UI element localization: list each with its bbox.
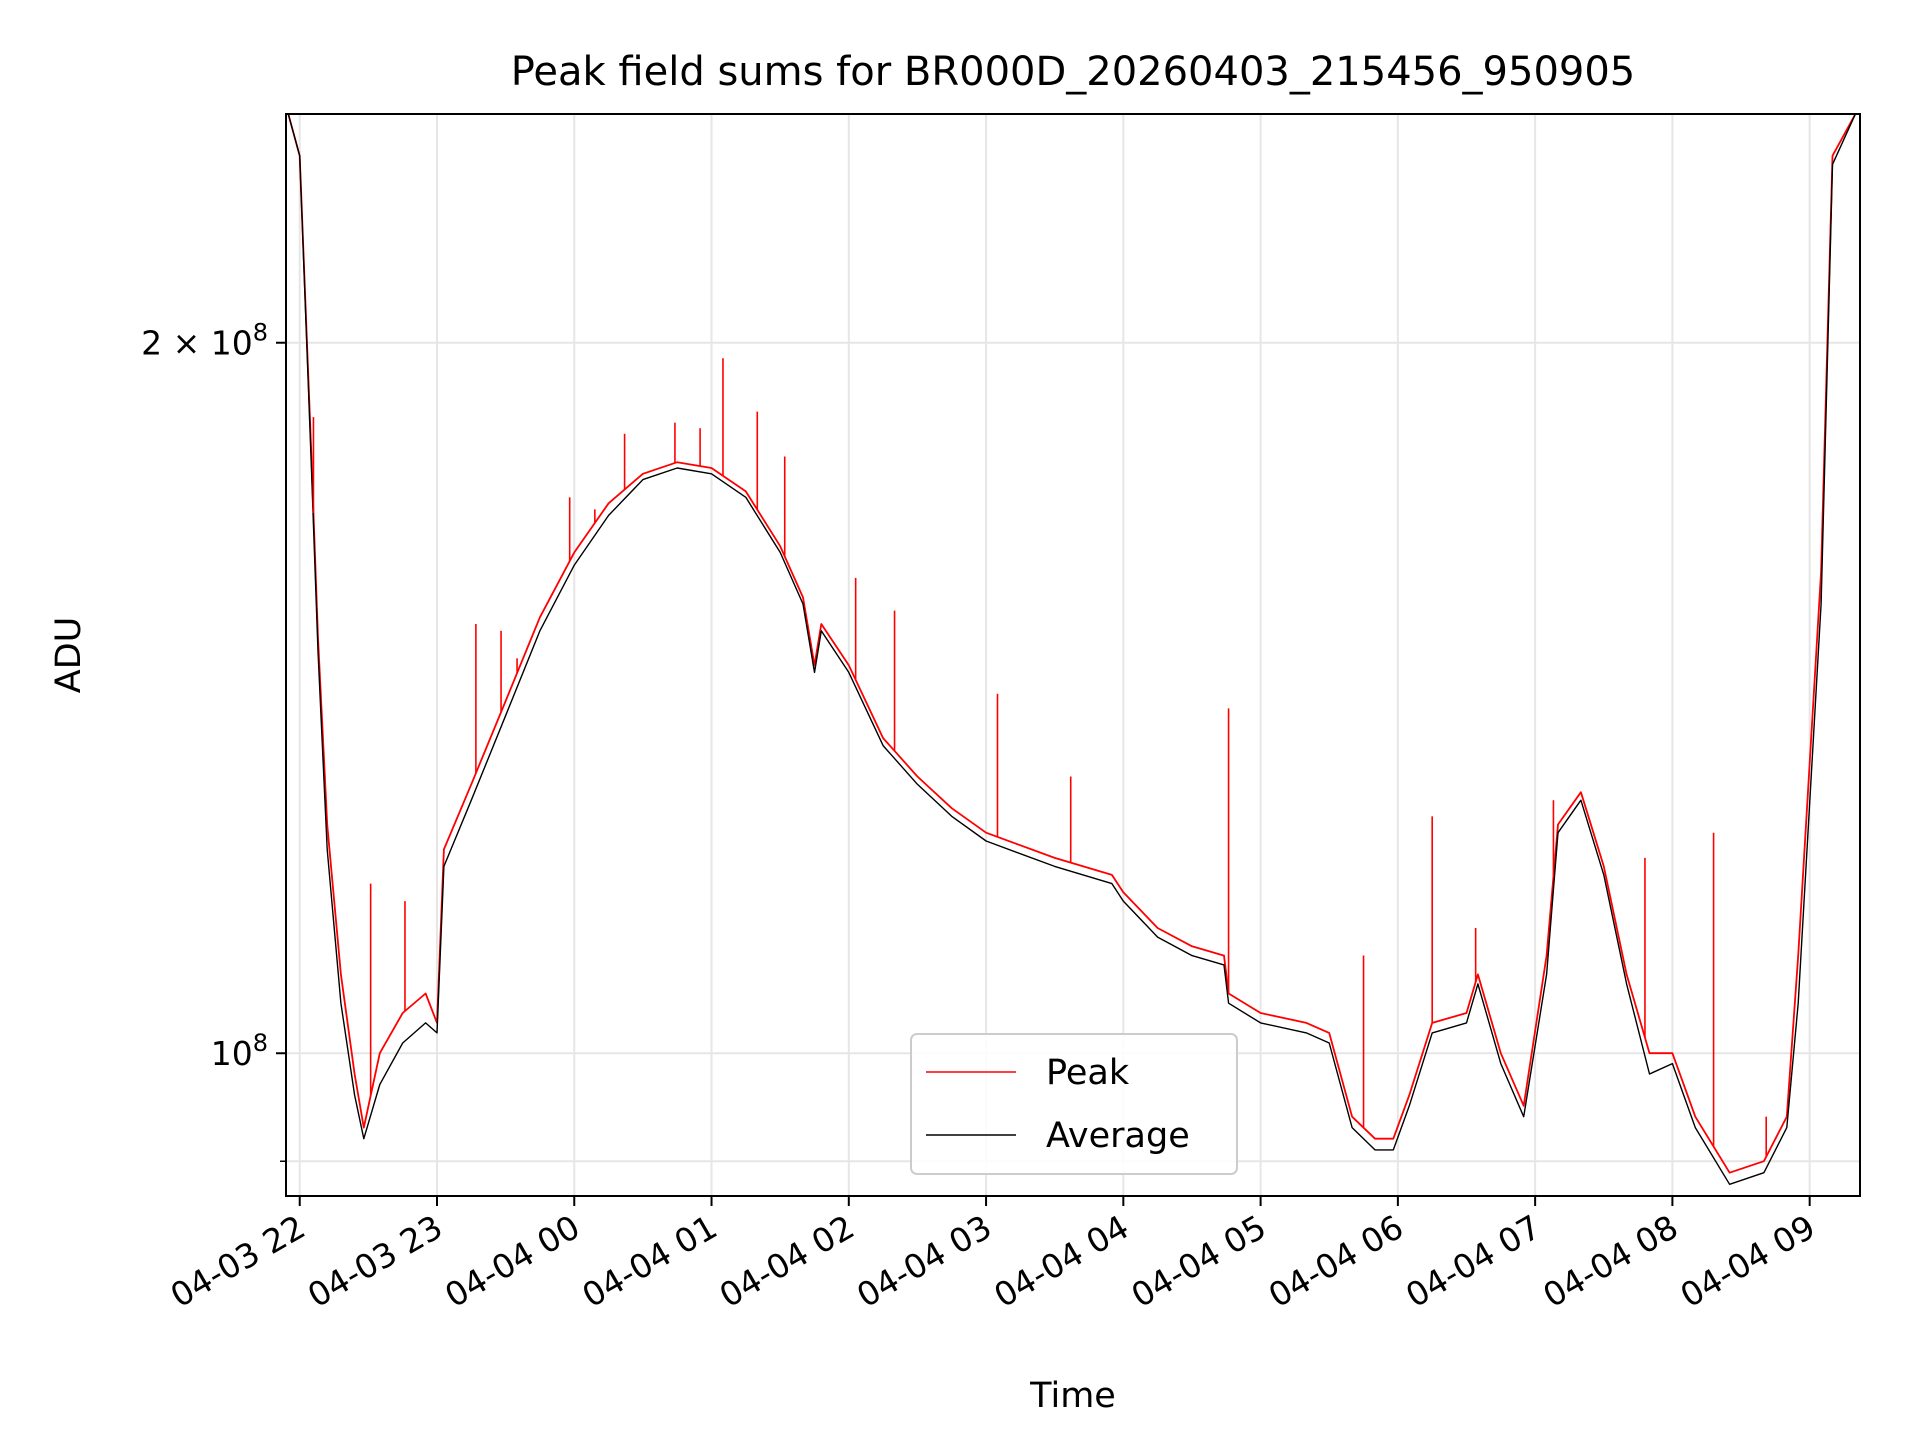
y-axis: 108 2 × 108 [141, 319, 286, 1162]
y-axis-label: ADU [49, 617, 89, 694]
series-line-average [287, 114, 1857, 1185]
chart-title: Peak field sums for BR000D_20260403_2154… [511, 49, 1636, 95]
legend-box [910, 1033, 1238, 1175]
series-layer [287, 114, 1857, 1185]
legend-label-average: Average [1046, 1116, 1190, 1156]
series-line-peak [287, 114, 1857, 1174]
plot-frame [285, 113, 1861, 1197]
legend: Peak Average [910, 1033, 1238, 1175]
x-axis-label: Time [1029, 1376, 1116, 1416]
legend-label-peak: Peak [1046, 1053, 1130, 1093]
y-tick-label: 108 [211, 1029, 268, 1073]
y-tick-label: 2 × 108 [141, 319, 268, 363]
